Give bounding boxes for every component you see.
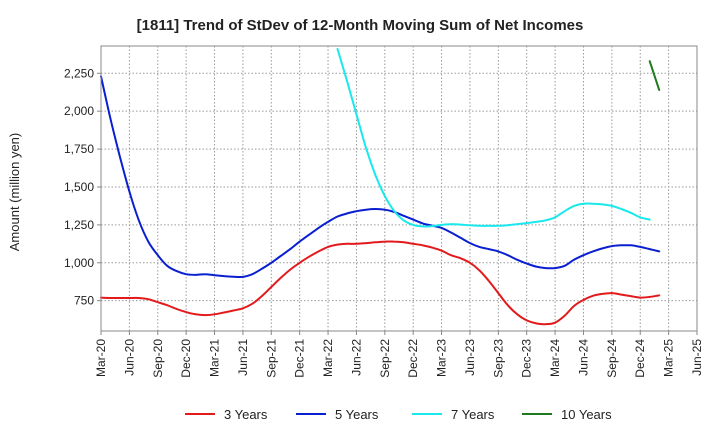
y-tick-label: 1,250 xyxy=(64,218,94,232)
x-tick-label: Jun-24 xyxy=(576,339,590,376)
plot-frame xyxy=(100,45,698,332)
x-tick-label: Sep-23 xyxy=(491,339,505,378)
legend-label: 5 Years xyxy=(335,407,379,422)
x-tick-label: Mar-25 xyxy=(662,339,676,377)
x-tick-label: Jun-25 xyxy=(690,339,704,376)
legend: 3 Years 5 Years 7 Years 10 Years xyxy=(185,407,612,422)
series-line-5-years xyxy=(100,75,661,279)
chart-title: [1811] Trend of StDev of 12-Month Moving… xyxy=(137,17,584,34)
x-tick-label: Mar-23 xyxy=(435,339,449,377)
x-tick-label: Sep-21 xyxy=(264,339,278,378)
y-tick-label: 2,000 xyxy=(64,104,94,118)
series-line-10-years xyxy=(648,60,661,91)
y-tick-label: 1,500 xyxy=(64,180,94,194)
x-tick-label: Dec-22 xyxy=(406,339,420,378)
x-axis-ticks: Mar-20 Jun-20 Sep-20 Dec-20 Mar-21 Jun-21 Sep-… xyxy=(94,331,704,378)
y-tick-label: 1,000 xyxy=(64,256,94,270)
legend-label: 10 Years xyxy=(561,407,612,422)
x-tick-label: Jun-23 xyxy=(463,339,477,376)
y-tick-label: 1,750 xyxy=(64,142,94,156)
x-tick-label: Sep-22 xyxy=(378,339,392,378)
x-tick-label: Mar-22 xyxy=(321,339,335,377)
series-line-7-years xyxy=(336,48,651,228)
x-tick-label: Sep-20 xyxy=(151,339,165,378)
y-axis-ticks: 750 1,000 1,250 1,500 1,750 2,000 2,250 xyxy=(64,66,101,308)
x-tick-label: Dec-20 xyxy=(179,339,193,378)
x-tick-label: Sep-24 xyxy=(605,339,619,378)
x-tick-label: Jun-20 xyxy=(122,339,136,376)
x-tick-label: Dec-21 xyxy=(293,339,307,378)
series-lines xyxy=(100,48,661,326)
grid xyxy=(101,46,697,331)
x-tick-label: Jun-21 xyxy=(236,339,250,376)
x-tick-label: Mar-24 xyxy=(548,339,562,377)
y-tick-label: 750 xyxy=(74,294,94,308)
y-axis-label: Amount (million yen) xyxy=(7,133,22,252)
legend-label: 7 Years xyxy=(451,407,495,422)
x-tick-label: Mar-20 xyxy=(94,339,108,377)
legend-label: 3 Years xyxy=(224,407,268,422)
y-tick-label: 2,250 xyxy=(64,66,94,80)
x-tick-label: Mar-21 xyxy=(208,339,222,377)
x-tick-label: Dec-23 xyxy=(520,339,534,378)
x-tick-label: Jun-22 xyxy=(349,339,363,376)
series-line-3-years xyxy=(100,240,661,326)
x-tick-label: Dec-24 xyxy=(633,339,647,378)
